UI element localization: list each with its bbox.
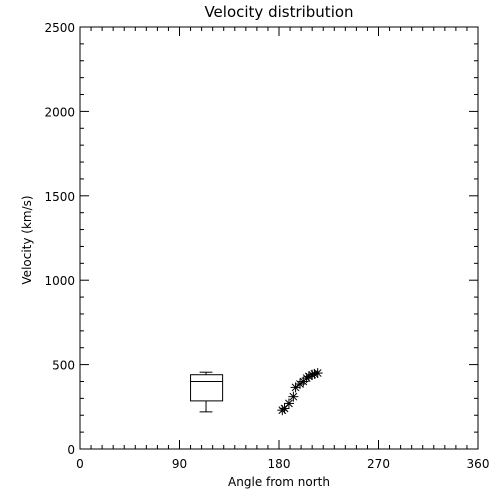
asterisk-stroke xyxy=(291,383,300,392)
y-tick-label: 0 xyxy=(67,443,75,457)
data-marks xyxy=(190,368,323,416)
plot-area-frame xyxy=(79,26,479,450)
x-axis-label: Angle from north xyxy=(228,475,330,489)
y-tick-label: 500 xyxy=(52,359,75,373)
x-tick-label: 180 xyxy=(268,457,291,471)
asterisk-stroke xyxy=(289,392,298,401)
chart-title: Velocity distribution xyxy=(204,3,353,21)
data-point-asterisk xyxy=(290,382,301,393)
y-tick-label: 1500 xyxy=(44,190,75,204)
x-tick-label: 360 xyxy=(467,457,490,471)
asterisk-stroke xyxy=(313,369,322,377)
boxplot-box xyxy=(190,374,224,402)
x-tick-label: 90 xyxy=(172,457,187,471)
axis-ticks: 0 90 180 270 360 0 500 1000 1500 2000 2500 xyxy=(44,21,489,471)
x-tick-label: 0 xyxy=(76,457,84,471)
data-point-asterisk xyxy=(283,398,294,409)
data-point-asterisk xyxy=(288,391,299,402)
asterisk-stroke xyxy=(285,399,293,408)
y-tick-label: 2500 xyxy=(44,21,75,35)
data-point-asterisk xyxy=(312,368,323,379)
y-tick-label: 2000 xyxy=(44,105,75,119)
y-tick-label: 1000 xyxy=(44,274,75,288)
x-tick-label: 270 xyxy=(367,457,390,471)
y-axis-label: Velocity (km/s) xyxy=(20,195,34,284)
